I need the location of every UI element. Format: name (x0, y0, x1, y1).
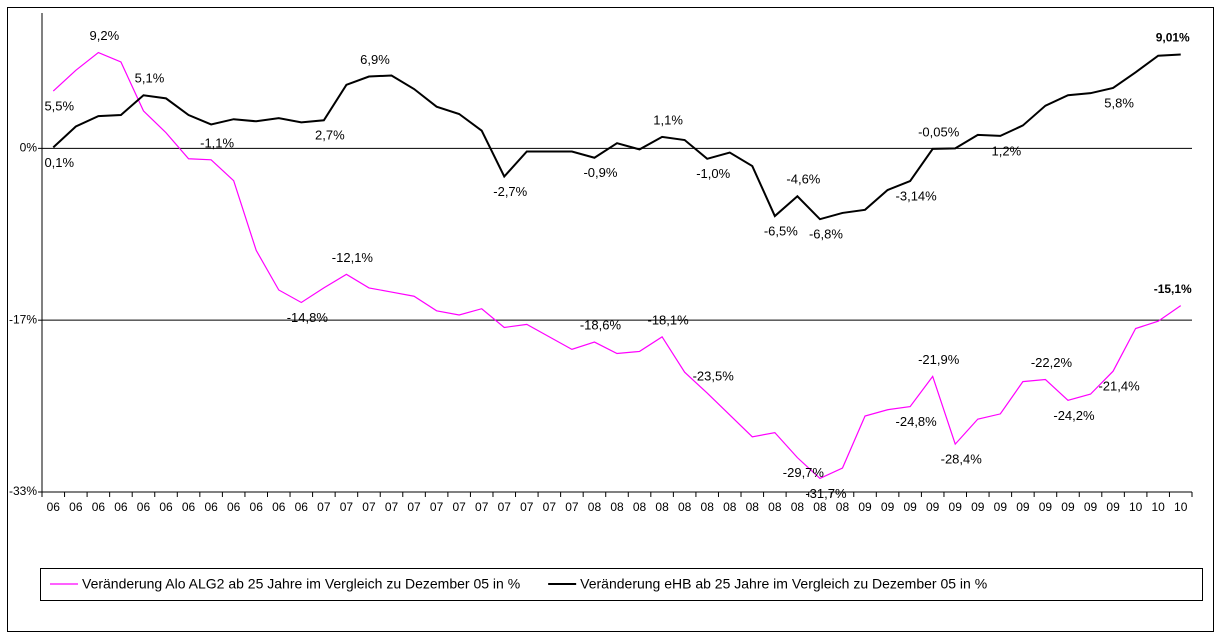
y-tick-label: -17% (9, 312, 37, 326)
x-tick-label: 08 (610, 500, 624, 514)
x-tick-label: 10 (1174, 500, 1188, 514)
x-tick-label: 06 (250, 500, 264, 514)
data-label: -24,8% (896, 414, 938, 429)
data-label: 5,8% (1104, 95, 1134, 110)
x-tick-label: 08 (746, 500, 760, 514)
chart-frame (7, 7, 1214, 632)
x-tick-label: 09 (881, 500, 895, 514)
data-label: -6,8% (809, 227, 843, 242)
data-label: -12,1% (332, 250, 374, 265)
data-label: -23,5% (693, 369, 735, 384)
x-tick-label: 08 (655, 500, 669, 514)
x-tick-label: 06 (47, 500, 61, 514)
y-tick-label: 0% (20, 141, 38, 155)
x-tick-label: 09 (1061, 500, 1075, 514)
data-label: -18,6% (580, 317, 622, 332)
data-label: -18,1% (647, 312, 689, 327)
x-tick-label: 07 (475, 500, 489, 514)
data-label: 9,2% (90, 28, 120, 43)
x-tick-label: 10 (1129, 500, 1143, 514)
x-tick-label: 06 (69, 500, 83, 514)
data-label: 9,01% (1156, 31, 1190, 45)
x-tick-label: 07 (452, 500, 466, 514)
data-label: -31,7% (805, 486, 847, 501)
x-tick-label: 06 (204, 500, 218, 514)
data-label: -6,5% (764, 223, 798, 238)
x-tick-label: 09 (903, 500, 917, 514)
x-tick-label: 08 (588, 500, 602, 514)
x-tick-label: 06 (295, 500, 309, 514)
data-label: -24,2% (1053, 408, 1095, 423)
x-tick-label: 09 (1106, 500, 1120, 514)
data-label: -21,4% (1098, 379, 1140, 394)
data-label: -0,9% (583, 165, 617, 180)
x-tick-label: 07 (565, 500, 579, 514)
x-tick-label: 09 (1039, 500, 1053, 514)
x-tick-label: 09 (949, 500, 963, 514)
y-tick-label: -33% (9, 484, 37, 498)
data-label: -15,1% (1154, 282, 1192, 296)
data-label: 0,1% (44, 155, 74, 170)
x-tick-label: 09 (971, 500, 985, 514)
data-label: 5,1% (135, 71, 165, 86)
x-tick-label: 07 (543, 500, 557, 514)
data-label: -22,2% (1031, 355, 1073, 370)
series-line (52, 51, 1182, 480)
data-label: -2,7% (493, 184, 527, 199)
data-label: -1,1% (200, 135, 234, 150)
x-tick-label: 08 (791, 500, 805, 514)
x-tick-label: 07 (385, 500, 399, 514)
data-label: -3,14% (896, 189, 938, 204)
data-label: -0,05% (918, 124, 960, 139)
x-tick-label: 07 (407, 500, 421, 514)
legend-label: Veränderung Alo ALG2 ab 25 Jahre im Verg… (82, 576, 520, 592)
data-label: 2,7% (315, 128, 345, 143)
data-label: 1,1% (653, 112, 683, 127)
x-tick-label: 07 (498, 500, 512, 514)
data-label: -4,6% (786, 172, 820, 187)
x-tick-label: 09 (858, 500, 872, 514)
x-tick-label: 08 (768, 500, 782, 514)
x-tick-label: 08 (701, 500, 715, 514)
x-tick-label: 09 (1084, 500, 1098, 514)
x-tick-label: 09 (994, 500, 1008, 514)
x-tick-label: 07 (317, 500, 331, 514)
x-tick-label: 06 (92, 500, 106, 514)
x-tick-label: 08 (836, 500, 850, 514)
data-label: 1,2% (992, 143, 1022, 158)
legend-box (40, 568, 1203, 601)
x-tick-label: 08 (813, 500, 827, 514)
x-tick-label: 07 (340, 500, 354, 514)
x-tick-label: 08 (723, 500, 737, 514)
data-label: -28,4% (941, 452, 983, 467)
x-tick-label: 10 (1151, 500, 1165, 514)
data-label: -14,8% (287, 310, 329, 325)
x-tick-label: 06 (227, 500, 241, 514)
x-tick-label: 07 (520, 500, 534, 514)
series-line (52, 53, 1181, 221)
x-tick-label: 07 (362, 500, 376, 514)
x-tick-label: 09 (1016, 500, 1030, 514)
x-tick-label: 06 (182, 500, 196, 514)
x-tick-label: 07 (430, 500, 444, 514)
x-tick-label: 08 (633, 500, 647, 514)
data-label: 5,5% (44, 99, 74, 114)
x-tick-label: 09 (926, 500, 940, 514)
x-tick-label: 08 (678, 500, 692, 514)
x-tick-label: 06 (272, 500, 286, 514)
data-label: 6,9% (360, 52, 390, 67)
data-label: -1,0% (696, 166, 730, 181)
data-label: -29,7% (783, 465, 825, 480)
legend-label: Veränderung eHB ab 25 Jahre im Vergleich… (580, 576, 987, 592)
x-tick-label: 06 (114, 500, 128, 514)
x-tick-label: 06 (137, 500, 151, 514)
x-tick-label: 06 (159, 500, 173, 514)
data-label: -21,9% (918, 352, 960, 367)
